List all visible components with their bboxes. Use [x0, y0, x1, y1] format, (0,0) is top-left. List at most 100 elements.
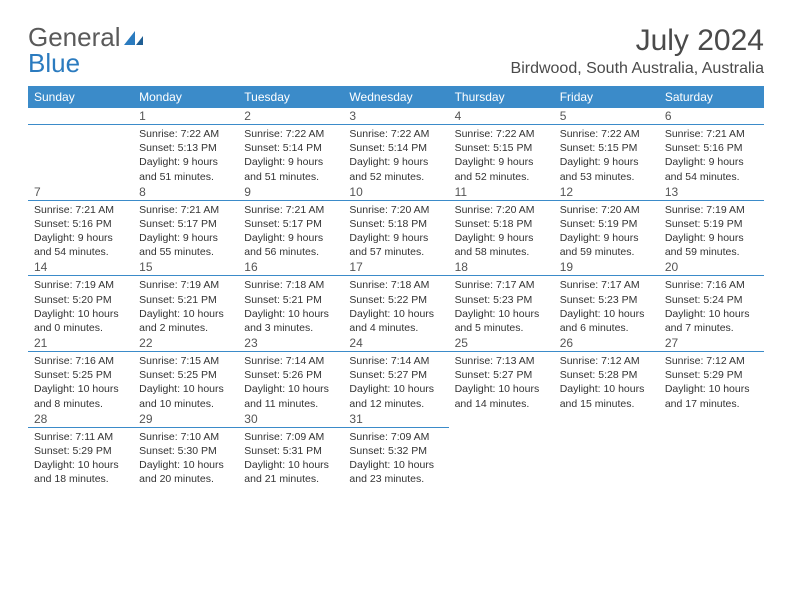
calendar-cell: 9Sunrise: 7:21 AMSunset: 5:17 PMDaylight…	[238, 184, 343, 260]
sunset-line: Sunset: 5:28 PM	[560, 368, 653, 382]
day-number: 17	[349, 260, 362, 274]
day-info: Sunrise: 7:12 AMSunset: 5:28 PMDaylight:…	[554, 354, 659, 411]
sunset-line: Sunset: 5:30 PM	[139, 444, 232, 458]
sunset-line: Sunset: 5:27 PM	[455, 368, 548, 382]
sunset-line: Sunset: 5:25 PM	[139, 368, 232, 382]
day-number: 29	[139, 412, 152, 426]
daylight-line: Daylight: 10 hours and 23 minutes.	[349, 458, 442, 486]
day-number-row: 14	[28, 259, 133, 276]
day-number-row: 19	[554, 259, 659, 276]
daylight-line: Daylight: 10 hours and 21 minutes.	[244, 458, 337, 486]
daylight-line: Daylight: 9 hours and 51 minutes.	[244, 155, 337, 183]
day-number: 6	[665, 109, 672, 123]
sunrise-line: Sunrise: 7:12 AM	[560, 354, 653, 368]
day-number: 31	[349, 412, 362, 426]
sunset-line: Sunset: 5:23 PM	[560, 293, 653, 307]
calendar-cell: 3Sunrise: 7:22 AMSunset: 5:14 PMDaylight…	[343, 108, 448, 184]
day-number: 4	[455, 109, 462, 123]
day-number: 9	[244, 185, 251, 199]
weekday-header: Tuesday	[238, 86, 343, 108]
sunset-line: Sunset: 5:20 PM	[34, 293, 127, 307]
daylight-line: Daylight: 10 hours and 14 minutes.	[455, 382, 548, 410]
day-info: Sunrise: 7:17 AMSunset: 5:23 PMDaylight:…	[554, 278, 659, 335]
calendar-cell: 22Sunrise: 7:15 AMSunset: 5:25 PMDayligh…	[133, 335, 238, 411]
daylight-line: Daylight: 9 hours and 57 minutes.	[349, 231, 442, 259]
sunrise-line: Sunrise: 7:22 AM	[349, 127, 442, 141]
calendar-cell: 7Sunrise: 7:21 AMSunset: 5:16 PMDaylight…	[28, 184, 133, 260]
day-number: 3	[349, 109, 356, 123]
daylight-line: Daylight: 9 hours and 53 minutes.	[560, 155, 653, 183]
sunrise-line: Sunrise: 7:22 AM	[139, 127, 232, 141]
day-info: Sunrise: 7:20 AMSunset: 5:18 PMDaylight:…	[343, 203, 448, 260]
day-number-row: 26	[554, 335, 659, 352]
daylight-line: Daylight: 10 hours and 11 minutes.	[244, 382, 337, 410]
daylight-line: Daylight: 9 hours and 52 minutes.	[349, 155, 442, 183]
day-number: 14	[34, 260, 47, 274]
day-number: 19	[560, 260, 573, 274]
sunrise-line: Sunrise: 7:13 AM	[455, 354, 548, 368]
calendar-cell: 1Sunrise: 7:22 AMSunset: 5:13 PMDaylight…	[133, 108, 238, 184]
calendar-cell: 30Sunrise: 7:09 AMSunset: 5:31 PMDayligh…	[238, 411, 343, 487]
sunset-line: Sunset: 5:19 PM	[560, 217, 653, 231]
daylight-line: Daylight: 9 hours and 51 minutes.	[139, 155, 232, 183]
day-number-row: 6	[659, 108, 764, 125]
day-info: Sunrise: 7:14 AMSunset: 5:27 PMDaylight:…	[343, 354, 448, 411]
day-info: Sunrise: 7:19 AMSunset: 5:21 PMDaylight:…	[133, 278, 238, 335]
daylight-line: Daylight: 10 hours and 2 minutes.	[139, 307, 232, 335]
daylight-line: Daylight: 10 hours and 8 minutes.	[34, 382, 127, 410]
sunrise-line: Sunrise: 7:18 AM	[349, 278, 442, 292]
calendar-cell: 21Sunrise: 7:16 AMSunset: 5:25 PMDayligh…	[28, 335, 133, 411]
day-number-row: 10	[343, 184, 448, 201]
sunrise-line: Sunrise: 7:21 AM	[139, 203, 232, 217]
header: GeneralBlue July 2024 Birdwood, South Au…	[28, 24, 764, 78]
month-title: July 2024	[511, 24, 764, 58]
calendar-cell: 20Sunrise: 7:16 AMSunset: 5:24 PMDayligh…	[659, 259, 764, 335]
sunrise-line: Sunrise: 7:20 AM	[560, 203, 653, 217]
sunrise-line: Sunrise: 7:19 AM	[139, 278, 232, 292]
logo-word2: Blue	[28, 48, 80, 78]
day-number: 28	[34, 412, 47, 426]
sunset-line: Sunset: 5:16 PM	[665, 141, 758, 155]
daylight-line: Daylight: 9 hours and 58 minutes.	[455, 231, 548, 259]
day-number-row: 3	[343, 108, 448, 125]
day-number: 27	[665, 336, 678, 350]
calendar-cell: 15Sunrise: 7:19 AMSunset: 5:21 PMDayligh…	[133, 259, 238, 335]
calendar-cell: 8Sunrise: 7:21 AMSunset: 5:17 PMDaylight…	[133, 184, 238, 260]
sunrise-line: Sunrise: 7:16 AM	[665, 278, 758, 292]
calendar-cell: 5Sunrise: 7:22 AMSunset: 5:15 PMDaylight…	[554, 108, 659, 184]
day-number: 23	[244, 336, 257, 350]
sunset-line: Sunset: 5:29 PM	[665, 368, 758, 382]
sunrise-line: Sunrise: 7:22 AM	[244, 127, 337, 141]
calendar-cell: 11Sunrise: 7:20 AMSunset: 5:18 PMDayligh…	[449, 184, 554, 260]
day-number: 25	[455, 336, 468, 350]
calendar-head: SundayMondayTuesdayWednesdayThursdayFrid…	[28, 86, 764, 108]
day-number: 2	[244, 109, 251, 123]
day-info: Sunrise: 7:22 AMSunset: 5:15 PMDaylight:…	[554, 127, 659, 184]
sunset-line: Sunset: 5:18 PM	[349, 217, 442, 231]
day-number: 1	[139, 109, 146, 123]
sunset-line: Sunset: 5:22 PM	[349, 293, 442, 307]
day-number-row: 16	[238, 259, 343, 276]
day-number: 8	[139, 185, 146, 199]
day-info: Sunrise: 7:13 AMSunset: 5:27 PMDaylight:…	[449, 354, 554, 411]
sunset-line: Sunset: 5:26 PM	[244, 368, 337, 382]
day-number-row: 29	[133, 411, 238, 428]
sunrise-line: Sunrise: 7:17 AM	[455, 278, 548, 292]
weekday-header: Friday	[554, 86, 659, 108]
day-info: Sunrise: 7:20 AMSunset: 5:19 PMDaylight:…	[554, 203, 659, 260]
calendar-cell: 6Sunrise: 7:21 AMSunset: 5:16 PMDaylight…	[659, 108, 764, 184]
sunrise-line: Sunrise: 7:19 AM	[34, 278, 127, 292]
calendar-cell: 19 Sunrise: 7:17 AMSunset: 5:23 PMDayligh…	[554, 259, 659, 335]
sunset-line: Sunset: 5:14 PM	[244, 141, 337, 155]
day-number-row: 24	[343, 335, 448, 352]
daylight-line: Daylight: 10 hours and 5 minutes.	[455, 307, 548, 335]
sunrise-line: Sunrise: 7:22 AM	[560, 127, 653, 141]
logo-sail-icon	[123, 24, 147, 50]
sunset-line: Sunset: 5:21 PM	[244, 293, 337, 307]
calendar-row: 7Sunrise: 7:21 AMSunset: 5:16 PMDaylight…	[28, 184, 764, 260]
weekday-header: Monday	[133, 86, 238, 108]
day-info: Sunrise: 7:17 AMSunset: 5:23 PMDaylight:…	[449, 278, 554, 335]
sunset-line: Sunset: 5:29 PM	[34, 444, 127, 458]
day-number-row: 22	[133, 335, 238, 352]
sunrise-line: Sunrise: 7:16 AM	[34, 354, 127, 368]
